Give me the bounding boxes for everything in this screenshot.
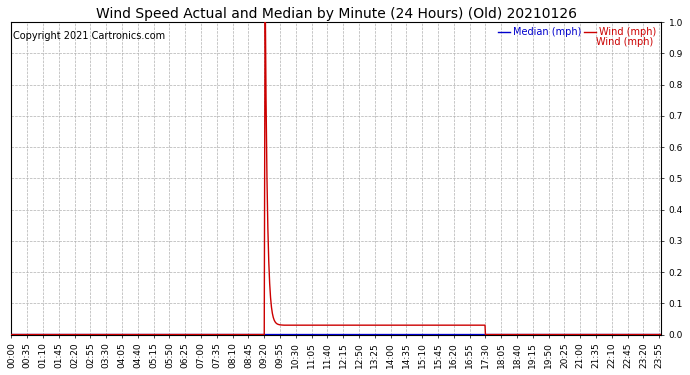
Text: Wind (mph): Wind (mph) bbox=[596, 37, 660, 47]
Text: Copyright 2021 Cartronics.com: Copyright 2021 Cartronics.com bbox=[12, 32, 165, 42]
Legend: Median (mph), Wind (mph): Median (mph), Wind (mph) bbox=[498, 27, 656, 37]
Title: Wind Speed Actual and Median by Minute (24 Hours) (Old) 20210126: Wind Speed Actual and Median by Minute (… bbox=[96, 7, 577, 21]
